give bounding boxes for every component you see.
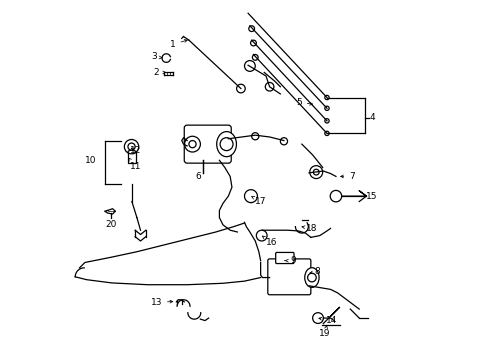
Text: 8: 8: [309, 267, 320, 276]
Text: 2: 2: [153, 68, 165, 77]
Ellipse shape: [216, 132, 236, 157]
Text: 20: 20: [105, 220, 117, 229]
Text: 18: 18: [302, 224, 317, 233]
Text: 4: 4: [369, 113, 375, 122]
Text: 9: 9: [284, 256, 296, 265]
Text: 5: 5: [296, 98, 312, 107]
Text: 7: 7: [340, 172, 354, 181]
Ellipse shape: [304, 268, 319, 287]
FancyBboxPatch shape: [275, 252, 293, 264]
Text: 6: 6: [195, 172, 201, 181]
Text: 13: 13: [150, 298, 172, 307]
Text: 3: 3: [151, 53, 162, 62]
Text: 12: 12: [129, 146, 141, 155]
Text: 15: 15: [366, 192, 377, 201]
Bar: [128, 152, 136, 163]
Text: 19: 19: [319, 325, 330, 338]
Text: 14: 14: [318, 316, 337, 325]
Text: 16: 16: [262, 236, 277, 247]
Text: 1: 1: [169, 40, 187, 49]
Text: 10: 10: [84, 157, 96, 166]
Text: 17: 17: [251, 197, 266, 206]
FancyBboxPatch shape: [184, 125, 231, 163]
Ellipse shape: [128, 150, 136, 154]
Text: 11: 11: [128, 158, 141, 171]
FancyBboxPatch shape: [267, 259, 310, 295]
